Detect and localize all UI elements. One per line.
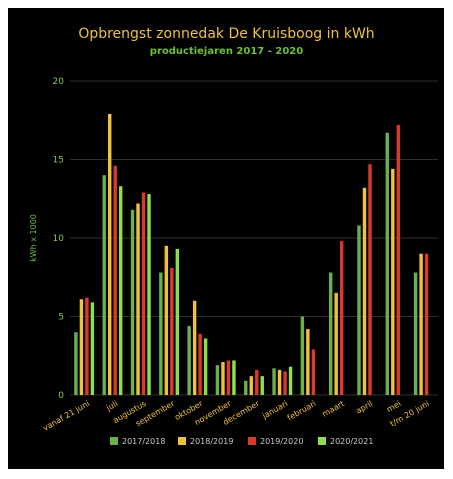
bar[interactable]	[396, 124, 400, 396]
x-tick-label: juli	[104, 399, 120, 413]
chart-subtitle: productiejaren 2017 - 2020	[149, 46, 304, 57]
bar[interactable]	[419, 253, 423, 395]
bar[interactable]	[147, 194, 151, 395]
legend-swatch[interactable]	[318, 437, 326, 445]
x-tick-label: maart	[321, 399, 346, 419]
bar[interactable]	[85, 297, 89, 395]
y-tick-label: 5	[58, 313, 64, 323]
bar[interactable]	[385, 132, 389, 395]
legend-label[interactable]: 2020/2021	[330, 437, 373, 446]
bar[interactable]	[260, 376, 264, 395]
bar[interactable]	[244, 380, 248, 395]
gridlines	[70, 80, 438, 396]
bars	[74, 113, 429, 396]
bar[interactable]	[391, 168, 395, 395]
chart-title: Opbrengst zonnedak De Kruisboog in kWh	[78, 26, 375, 42]
bar[interactable]	[334, 292, 338, 395]
legend-swatch[interactable]	[248, 437, 256, 445]
bar[interactable]	[255, 369, 259, 395]
bar[interactable]	[226, 360, 231, 395]
bar[interactable]	[175, 248, 180, 395]
bar[interactable]	[192, 300, 197, 395]
bar[interactable]	[102, 175, 106, 395]
legend-swatch[interactable]	[178, 437, 186, 445]
bar[interactable]	[288, 366, 293, 395]
bar[interactable]	[141, 192, 146, 395]
x-tick-label: februari	[286, 399, 318, 423]
bar[interactable]	[424, 253, 429, 395]
x-axis-ticks: vanaf 21 juni juliaugustusseptemberoktobe…	[41, 399, 430, 433]
x-tick-label: mei	[385, 399, 402, 414]
bar[interactable]	[113, 165, 117, 395]
bar[interactable]	[283, 371, 287, 395]
legend-label[interactable]: 2018/2019	[190, 437, 233, 446]
bar[interactable]	[306, 329, 310, 395]
y-tick-label: 15	[53, 156, 64, 166]
bar[interactable]	[159, 272, 163, 395]
bar[interactable]	[362, 187, 367, 395]
bar[interactable]	[215, 365, 220, 395]
bar[interactable]	[339, 241, 344, 395]
bar[interactable]	[130, 209, 135, 395]
bar[interactable]	[90, 302, 95, 395]
bar[interactable]	[221, 362, 225, 395]
y-tick-label: 0	[58, 391, 64, 401]
bar[interactable]	[74, 332, 78, 395]
bar[interactable]	[119, 186, 123, 395]
bar[interactable]	[136, 203, 140, 395]
bar[interactable]	[357, 225, 361, 395]
legend[interactable]: 2017/2018 2018/2019 2019/2020 2020/2021	[110, 437, 373, 446]
bar[interactable]	[272, 368, 276, 395]
bar[interactable]	[328, 272, 333, 395]
bar[interactable]	[232, 360, 236, 395]
bar[interactable]	[203, 338, 208, 395]
bar[interactable]	[187, 325, 191, 395]
y-tick-label: 20	[53, 77, 65, 87]
bar[interactable]	[108, 113, 112, 395]
legend-label[interactable]: 2019/2020	[260, 437, 303, 446]
bar[interactable]	[413, 272, 418, 395]
x-tick-label: vanaf 21 juni	[41, 399, 91, 433]
bar[interactable]	[79, 299, 84, 395]
bar[interactable]	[300, 316, 305, 396]
bar[interactable]	[249, 376, 253, 395]
y-axis-ticks: 0 5 10 15 20	[53, 77, 65, 401]
x-tick-label: april	[354, 399, 374, 416]
bar[interactable]	[170, 267, 174, 395]
bar[interactable]	[164, 245, 169, 395]
y-axis-label: kWh x 1000	[29, 214, 38, 262]
y-tick-label: 10	[53, 234, 65, 244]
bar[interactable]	[368, 164, 372, 395]
bar[interactable]	[311, 349, 316, 395]
legend-swatch[interactable]	[110, 437, 118, 445]
bar[interactable]	[277, 369, 282, 395]
x-tick-label: januari	[260, 399, 289, 421]
bar[interactable]	[198, 333, 202, 395]
legend-label[interactable]: 2017/2018	[122, 437, 165, 446]
